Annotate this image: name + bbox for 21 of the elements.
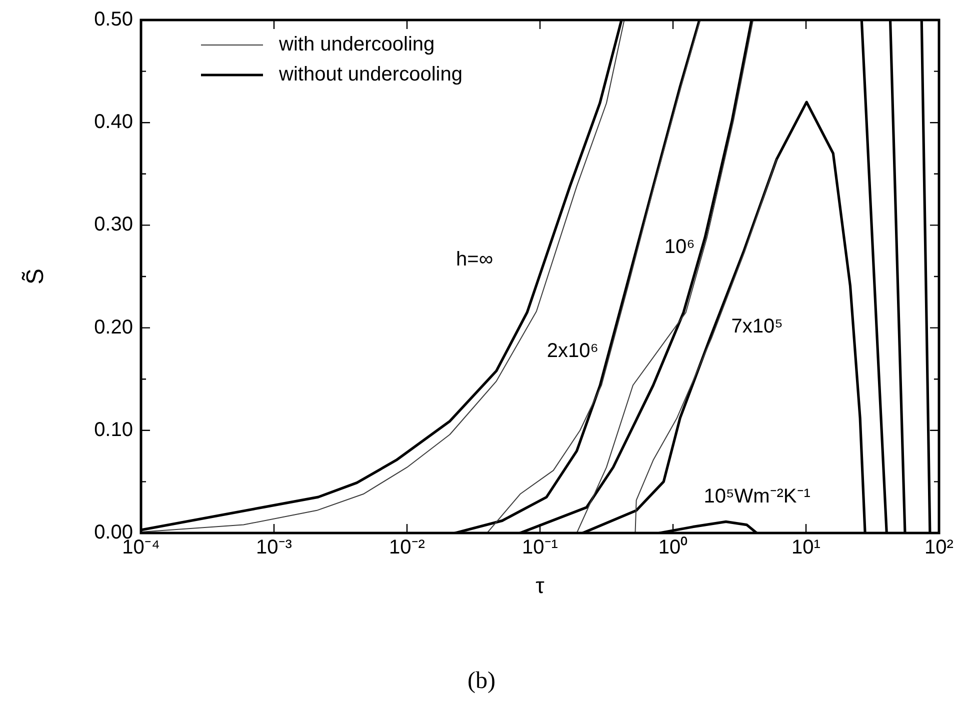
x-axis-title: τ [536, 572, 545, 598]
annotation: 10⁶ [664, 236, 695, 258]
annotation: h=∞ [456, 248, 494, 271]
y-tick-label: 0.20 [94, 316, 133, 338]
y-tick-label: 0.30 [94, 214, 133, 236]
text: (b) [466, 668, 496, 695]
x-tick-label: 10² [924, 536, 954, 559]
x-tick-label: 10⁻¹ [522, 536, 558, 559]
y-tick-label: 0.10 [94, 418, 133, 441]
y-tick-label: 0.50 [94, 8, 133, 31]
annotation: 7x10⁵ [731, 315, 783, 338]
y-axis-title: S̃ [21, 268, 50, 285]
x-tick-label: 10⁻² [389, 536, 426, 559]
annotation: 10⁵Wm⁻²K⁻¹ [704, 486, 811, 508]
x-tick-label: 10¹ [792, 536, 821, 559]
annotation: 2x10⁶ [546, 340, 599, 362]
legend-label: with undercooling [278, 34, 435, 56]
x-tick-label: 10⁻³ [256, 536, 292, 559]
x-tick-label: 10⁰ [658, 536, 688, 559]
legend-label: without undercooling [278, 64, 462, 86]
y-tick-label: 0.40 [94, 111, 133, 134]
